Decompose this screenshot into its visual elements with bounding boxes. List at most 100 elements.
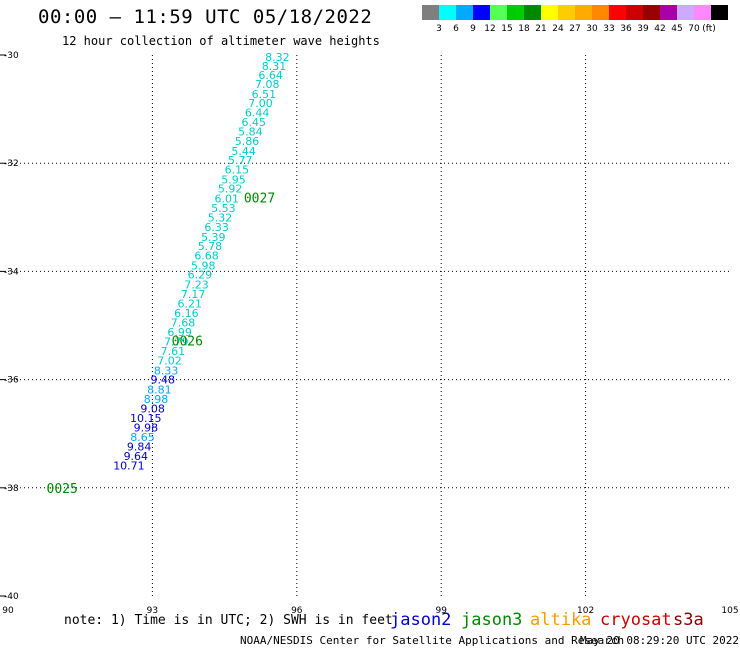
- swh-point: 8.81: [147, 383, 172, 396]
- colorbar-swatch: [694, 5, 711, 20]
- colorbar-swatch: [541, 5, 558, 20]
- swh-point: 9.08: [140, 402, 165, 415]
- y-tick-label: -36: [4, 376, 19, 386]
- swh-point: 9.64: [124, 450, 149, 463]
- footer-note: note: 1) Time is in UTC; 2) SWH is in fe…: [64, 613, 393, 628]
- colorbar-swatch: [456, 5, 473, 20]
- swh-point: 7.02: [157, 355, 182, 368]
- swh-point: 5.39: [201, 231, 226, 244]
- swh-point: 6.33: [204, 221, 229, 234]
- swh-point: 8.33: [154, 364, 179, 377]
- swh-point: 7.61: [161, 345, 186, 358]
- x-axis: 90 93 96 99 102 105: [2, 606, 738, 616]
- colorbar-swatch: [592, 5, 609, 20]
- footer-credit: NOAA/NESDIS Center for Satellite Applica…: [240, 634, 625, 647]
- data-points: 8.328.316.647.086.517.006.446.455.845.86…: [113, 51, 289, 472]
- colorbar-swatch: [439, 5, 456, 20]
- colorbar-label: 24: [552, 24, 564, 34]
- colorbar-label: 21: [535, 24, 546, 34]
- swh-point: 6.68: [194, 250, 219, 263]
- legend-s3a: s3a: [673, 610, 704, 630]
- colorbar-label: 12: [484, 24, 495, 34]
- swh-point: 8.98: [144, 393, 169, 406]
- swh-point: 8.65: [130, 431, 155, 444]
- legend-cryosat: cryosat: [600, 610, 672, 630]
- swh-point: 6.01: [215, 192, 240, 205]
- chart-title: 00:00 – 11:59 UTC 05/18/2022: [38, 6, 373, 28]
- colorbar-swatch: [473, 5, 490, 20]
- swh-point: 7.08: [255, 78, 280, 91]
- colorbar-swatch: [677, 5, 694, 20]
- y-tick-label: -38: [4, 484, 19, 494]
- swh-point: 7.23: [184, 278, 209, 291]
- swh-point: 6.44: [245, 106, 270, 119]
- swh-point: 6.45: [241, 116, 266, 129]
- swh-point: 6.99: [167, 326, 192, 339]
- swh-point: 5.92: [218, 183, 243, 196]
- x-tick-label: 99: [435, 606, 447, 616]
- swh-point: 5.78: [198, 240, 223, 253]
- colorbar-swatch: [660, 5, 677, 20]
- swh-point: 8.32: [265, 51, 290, 64]
- colorbar-label: 39: [637, 24, 649, 34]
- colorbar-label: 45: [671, 24, 682, 34]
- swh-point: 10.15: [130, 412, 162, 425]
- colorbar-label: 36: [620, 24, 632, 34]
- swh-point: 6.15: [225, 164, 250, 177]
- colorbar-swatch: [422, 5, 439, 20]
- swh-point: 6.29: [188, 269, 213, 282]
- colorbar-label: 9: [470, 24, 476, 34]
- colorbar-swatch: [626, 5, 643, 20]
- swh-point: 5.98: [191, 259, 216, 272]
- colorbar-swatch: [507, 5, 524, 20]
- swh-point: 7.79: [164, 336, 189, 349]
- time-labels: 0027 0026 0025: [47, 191, 276, 497]
- swh-point: 6.64: [258, 69, 283, 82]
- swh-point: 5.86: [235, 135, 260, 148]
- time-label: 0025: [47, 482, 78, 497]
- swh-point: 9.48: [151, 374, 176, 387]
- x-tick-label: 93: [147, 606, 158, 616]
- swh-point: 5.44: [231, 145, 256, 158]
- colorbar-label: 70: [688, 24, 700, 34]
- colorbar-swatch: [524, 5, 541, 20]
- legend-jason3: jason3: [461, 610, 523, 630]
- colorbar-swatch: [609, 5, 626, 20]
- colorbar-swatch: [575, 5, 592, 20]
- x-tick-label: 105: [721, 606, 738, 616]
- colorbar-label: 42: [654, 24, 665, 34]
- footer-timestamp: May 20 08:29:20 UTC 2022: [580, 634, 739, 647]
- swh-point: 9.98: [134, 422, 159, 435]
- colorbar-swatch: [558, 5, 575, 20]
- swh-point: 5.53: [211, 202, 236, 215]
- swh-point: 5.32: [208, 211, 233, 224]
- colorbar-swatch: [711, 5, 728, 20]
- colorbar-swatch: [490, 5, 507, 20]
- swh-point: 6.21: [177, 297, 202, 310]
- y-tick-label: -40: [4, 592, 19, 602]
- x-tick-label: 96: [291, 606, 303, 616]
- swh-point: 8.31: [262, 60, 287, 73]
- swh-point: 5.84: [238, 125, 263, 138]
- y-tick-label: -30: [4, 51, 19, 61]
- swh-point: 7.68: [171, 316, 196, 329]
- colorbar-unit: (ft): [702, 24, 716, 34]
- swh-point: 7.17: [181, 288, 206, 301]
- legend-altika: altika: [530, 610, 592, 630]
- y-tick-label: -34: [4, 267, 19, 277]
- colorbar-swatch: [643, 5, 660, 20]
- y-tick-label: -32: [4, 159, 19, 169]
- colorbar-label: 3: [436, 24, 442, 34]
- colorbar-label: 33: [603, 24, 614, 34]
- x-tick-label: 102: [577, 606, 594, 616]
- swh-point: 6.51: [252, 88, 277, 101]
- colorbar-label: 15: [501, 24, 512, 34]
- time-label: 0026: [172, 335, 203, 350]
- y-axis: -30 -32 -34 -36 -38 -40: [0, 51, 19, 602]
- swh-point: 5.77: [228, 154, 253, 167]
- x-tick-label: 90: [2, 606, 14, 616]
- colorbar: 3 6 9 12 15 18 21 24 27 30 33 36 39 42 45 70 (ft): [422, 5, 728, 34]
- colorbar-label: 30: [586, 24, 598, 34]
- grid: [8, 55, 730, 596]
